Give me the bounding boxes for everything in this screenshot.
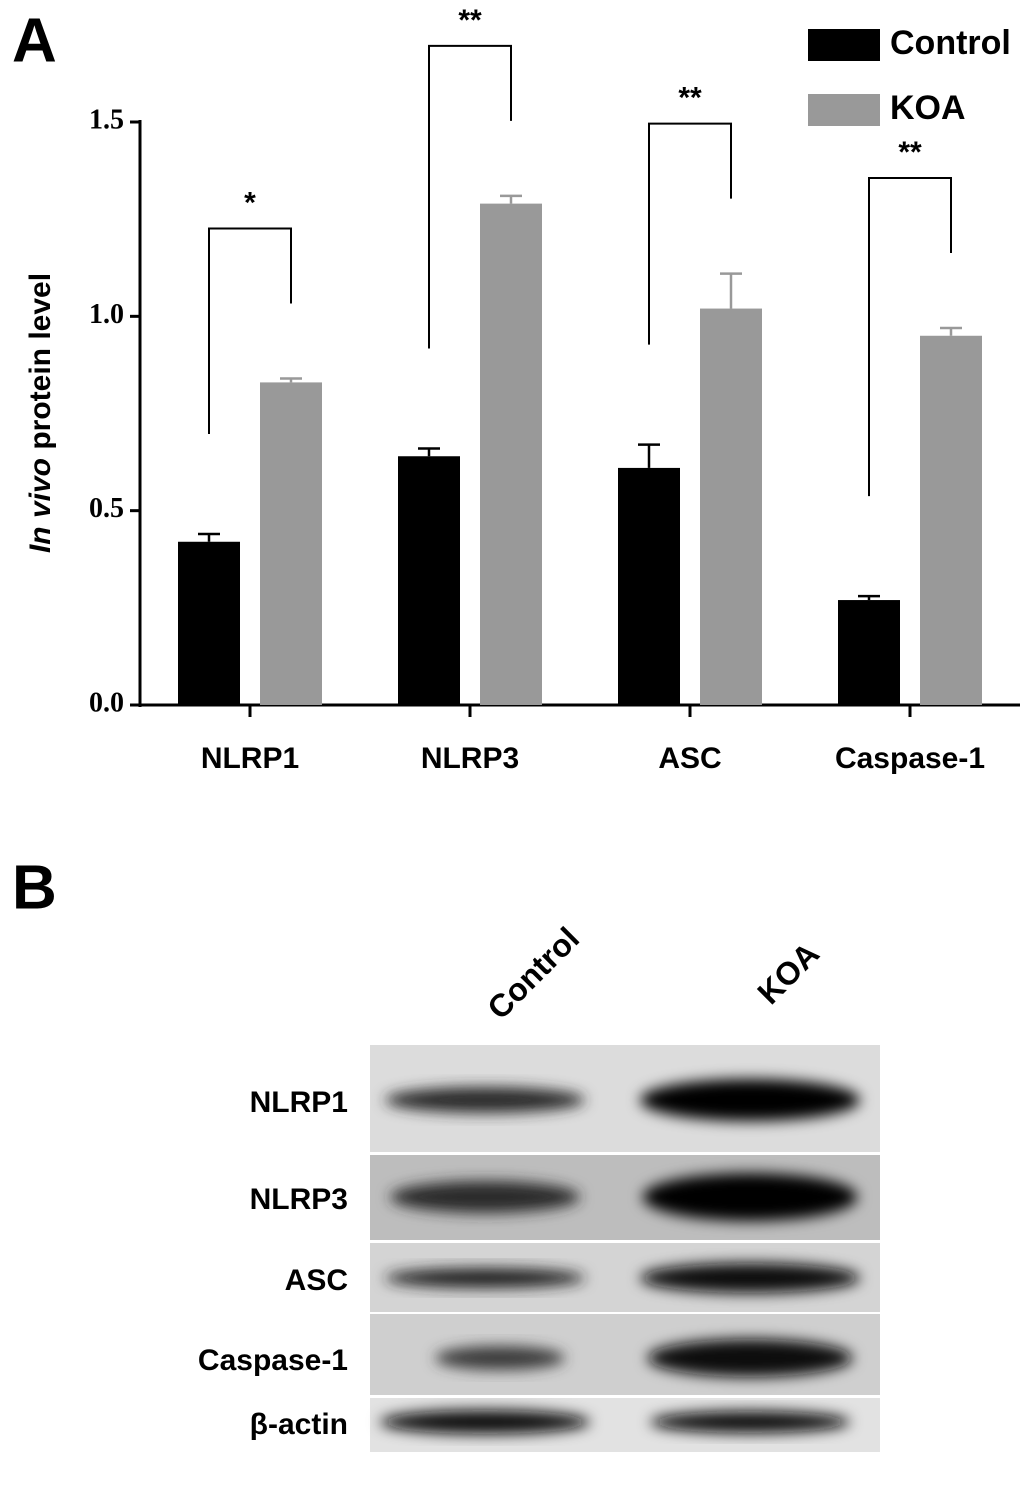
- blot-band: [640, 1263, 860, 1293]
- significance-label: **: [678, 82, 702, 115]
- blot-band: [390, 1181, 580, 1213]
- y-axis-label: In vivo protein level: [24, 273, 57, 553]
- error-bar: [638, 443, 660, 468]
- bar: [920, 335, 982, 705]
- y-axis-label-italic: In vivo: [24, 458, 57, 553]
- error-bar: [940, 326, 962, 336]
- bar: [700, 308, 762, 705]
- y-tick-label: 1.0: [89, 299, 124, 330]
- bar: [618, 467, 680, 705]
- legend-label: Control: [890, 24, 1011, 62]
- blot-row-label: Caspase-1: [198, 1344, 348, 1377]
- x-tick-label: ASC: [658, 742, 721, 775]
- error-bar: [418, 447, 440, 457]
- y-tick-label: 1.5: [89, 104, 124, 135]
- x-tick-label: NLRP3: [421, 742, 519, 775]
- error-bar: [500, 194, 522, 204]
- significance-bracket: [208, 227, 292, 434]
- error-bar: [280, 377, 302, 383]
- x-tick-label: NLRP1: [201, 742, 299, 775]
- legend-label: KOA: [890, 89, 966, 127]
- significance-bracket: [868, 176, 952, 497]
- error-bar: [858, 594, 880, 601]
- significance-label: **: [458, 4, 482, 37]
- error-bar: [720, 272, 742, 309]
- y-tick-label: 0.0: [89, 687, 124, 718]
- bar: [398, 456, 460, 705]
- blot-lane-label: Control: [480, 920, 586, 1026]
- blot-row-label: NLRP1: [250, 1086, 348, 1119]
- y-tick-label: 0.5: [89, 493, 124, 524]
- bar: [480, 203, 542, 705]
- y-axis-label-rest: protein level: [24, 273, 57, 450]
- blot-row-label: NLRP3: [250, 1183, 348, 1216]
- panel-letter: A: [12, 6, 57, 75]
- blot-row-label: ASC: [285, 1264, 348, 1297]
- x-tick-label: Caspase-1: [835, 742, 985, 775]
- significance-label: *: [244, 186, 256, 219]
- blot-band: [385, 1268, 585, 1288]
- bar: [178, 541, 240, 705]
- significance-label: **: [898, 136, 922, 169]
- significance-bracket: [428, 44, 512, 349]
- bar: [260, 382, 322, 705]
- blot-band: [650, 1411, 850, 1433]
- blot-row-label: β-actin: [250, 1408, 348, 1441]
- panel-letter: B: [12, 853, 57, 922]
- blot-band: [642, 1173, 858, 1221]
- error-bar: [198, 532, 220, 542]
- legend-swatch: [808, 29, 880, 61]
- blot-band: [385, 1087, 585, 1113]
- significance-bracket: [648, 122, 732, 345]
- blot-band: [640, 1079, 860, 1121]
- blot-band: [380, 1410, 590, 1434]
- blot-lane-label: KOA: [750, 935, 826, 1011]
- blot-band: [435, 1346, 565, 1370]
- bar: [838, 600, 900, 705]
- blot-band: [647, 1339, 853, 1377]
- legend-swatch: [808, 94, 880, 126]
